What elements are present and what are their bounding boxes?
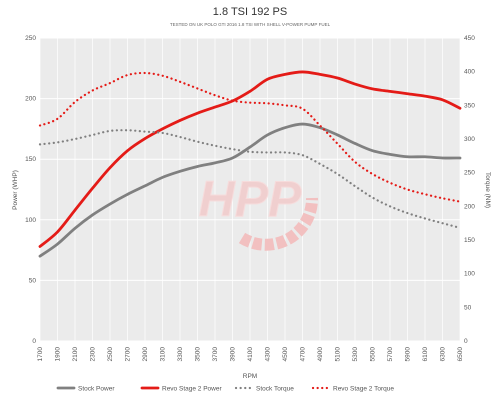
x-tick-label: 1900	[55, 347, 62, 362]
y-tick-label-left: 200	[25, 96, 36, 103]
series-line-revo-stage-2-torque	[38, 71, 462, 203]
x-tick-label: 2500	[107, 347, 114, 362]
x-tick-label: 2300	[90, 347, 97, 362]
y-tick-label-left: 150	[25, 156, 36, 163]
chart-subtitle: TESTED ON UK POLO GTI 2016 1.8 TSI WITH …	[170, 22, 331, 27]
x-tick-label: 1700	[37, 347, 44, 362]
y-tick-label-left: 0	[32, 338, 36, 345]
y-tick-label-left: 50	[29, 277, 37, 284]
y-axis-label-left: Power (WHP)	[12, 170, 19, 210]
y-tick-label-right: 250	[464, 170, 475, 177]
x-tick-label: 2700	[125, 347, 132, 362]
series-line-stock-power	[38, 122, 462, 258]
legend: Stock Power Revo Stage 2 Power Stock Torqu…	[56, 386, 394, 393]
x-tick-label: 3900	[230, 347, 237, 362]
x-tick-label: 6500	[457, 347, 464, 362]
y-tick-labels-right: 0 50 100 150 200 250 300 350 400 450	[464, 35, 475, 345]
x-tick-label: 2100	[72, 347, 79, 362]
x-tick-label: 6300	[440, 347, 447, 362]
x-tick-label: 4300	[265, 347, 272, 362]
x-tick-label: 5300	[352, 347, 359, 362]
legend-label-stock-torque: Stock Torque	[256, 386, 294, 393]
y-tick-label-left: 250	[25, 35, 36, 42]
hpp-logo: HPP	[198, 171, 319, 251]
legend-label-revo-stage-2-torque: Revo Stage 2 Torque	[333, 386, 394, 393]
x-tick-label: 4500	[282, 347, 289, 362]
y-tick-label-right: 300	[464, 136, 475, 143]
y-tick-label-right: 100	[464, 271, 475, 278]
x-axis-label: RPM	[243, 373, 257, 380]
y-tick-label-right: 400	[464, 69, 475, 76]
x-tick-label: 2900	[142, 347, 149, 362]
y-tick-label-right: 150	[464, 237, 475, 244]
x-tick-label: 3100	[160, 347, 167, 362]
y-tick-label-right: 350	[464, 102, 475, 109]
y-tick-labels-left: 0 50 100 150 200 250	[25, 35, 36, 345]
x-tick-label: 4100	[247, 347, 254, 362]
x-tick-label: 4700	[300, 347, 307, 362]
x-tick-label: 5700	[387, 347, 394, 362]
x-tick-label: 4900	[317, 347, 324, 362]
x-tick-label: 6100	[422, 347, 429, 362]
y-axis-label-right: Torque (NM)	[484, 172, 491, 208]
y-tick-label-right: 450	[464, 35, 475, 42]
x-tick-label: 5500	[370, 347, 377, 362]
legend-label-revo-stage-2-power: Revo Stage 2 Power	[162, 386, 222, 393]
series-layer	[38, 70, 462, 258]
x-tick-label: 3300	[177, 347, 184, 362]
series-line-revo-stage-2-power	[38, 70, 462, 248]
x-tick-label: 3500	[195, 347, 202, 362]
chart-title: 1.8 TSI 192 PS	[213, 6, 287, 18]
y-tick-label-right: 50	[464, 304, 472, 311]
y-tick-label-right: 200	[464, 203, 475, 210]
x-tick-label: 5100	[335, 347, 342, 362]
logo-text: HPP	[199, 171, 302, 227]
logo-gauge-arc	[238, 197, 319, 251]
y-tick-label-left: 100	[25, 217, 36, 224]
x-tick-label: 5900	[405, 347, 412, 362]
x-tick-labels: 1700 1900 2100 2300 2500 2700 2900 3100 3300 3500…	[37, 347, 464, 362]
x-tick-label: 3700	[212, 347, 219, 362]
series-line-stock-torque	[38, 129, 462, 229]
legend-label-stock-power: Stock Power	[78, 386, 115, 393]
y-tick-label-right: 0	[464, 338, 468, 345]
